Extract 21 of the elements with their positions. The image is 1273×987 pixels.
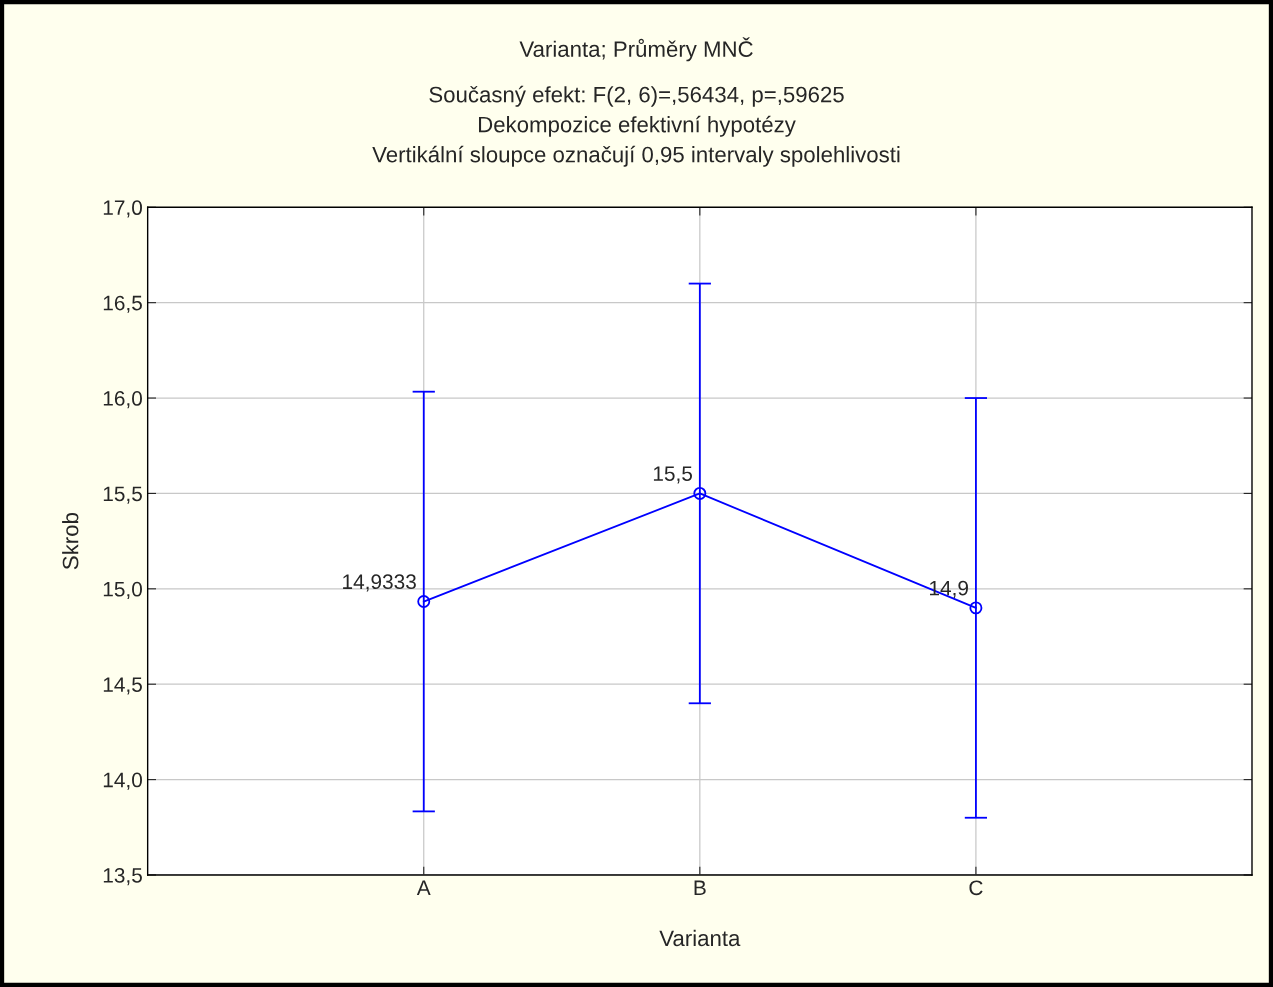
y-tick-label: 15,5: [103, 486, 142, 504]
y-tick-label: 16,5: [103, 295, 142, 313]
data-label: 14,9333: [343, 574, 416, 592]
point: [969, 601, 983, 615]
y-tick-label: 17,0: [103, 200, 142, 218]
x-axis-title: Varianta: [659, 929, 741, 947]
y-tick-label: 15,0: [103, 581, 142, 600]
point: [417, 595, 431, 609]
y-tick-label: 16,0: [103, 391, 142, 409]
x-tick-label: B: [694, 880, 706, 895]
data-label: 15,5: [653, 466, 693, 484]
x-tick-label: A: [416, 880, 431, 895]
point: [693, 486, 707, 500]
x-tick-label: C: [969, 880, 983, 896]
y-tick-label: 13,5: [103, 867, 142, 886]
y-tick-label: 14,0: [103, 772, 142, 790]
y-tick-label: 14,5: [103, 677, 142, 695]
chart-title: Varianta; Průměry MNČ: [519, 37, 753, 62]
data-label: 14,9: [930, 580, 968, 598]
chart-subtitle: Současný efekt: F(2, 6)=,56434, p=,59625 Dekompozice efektivní hypotézy Vertikální sloupce označují 0,95 intervaly spolehlivosti: [372, 85, 900, 167]
y-axis-title: Skrob: [62, 513, 79, 570]
